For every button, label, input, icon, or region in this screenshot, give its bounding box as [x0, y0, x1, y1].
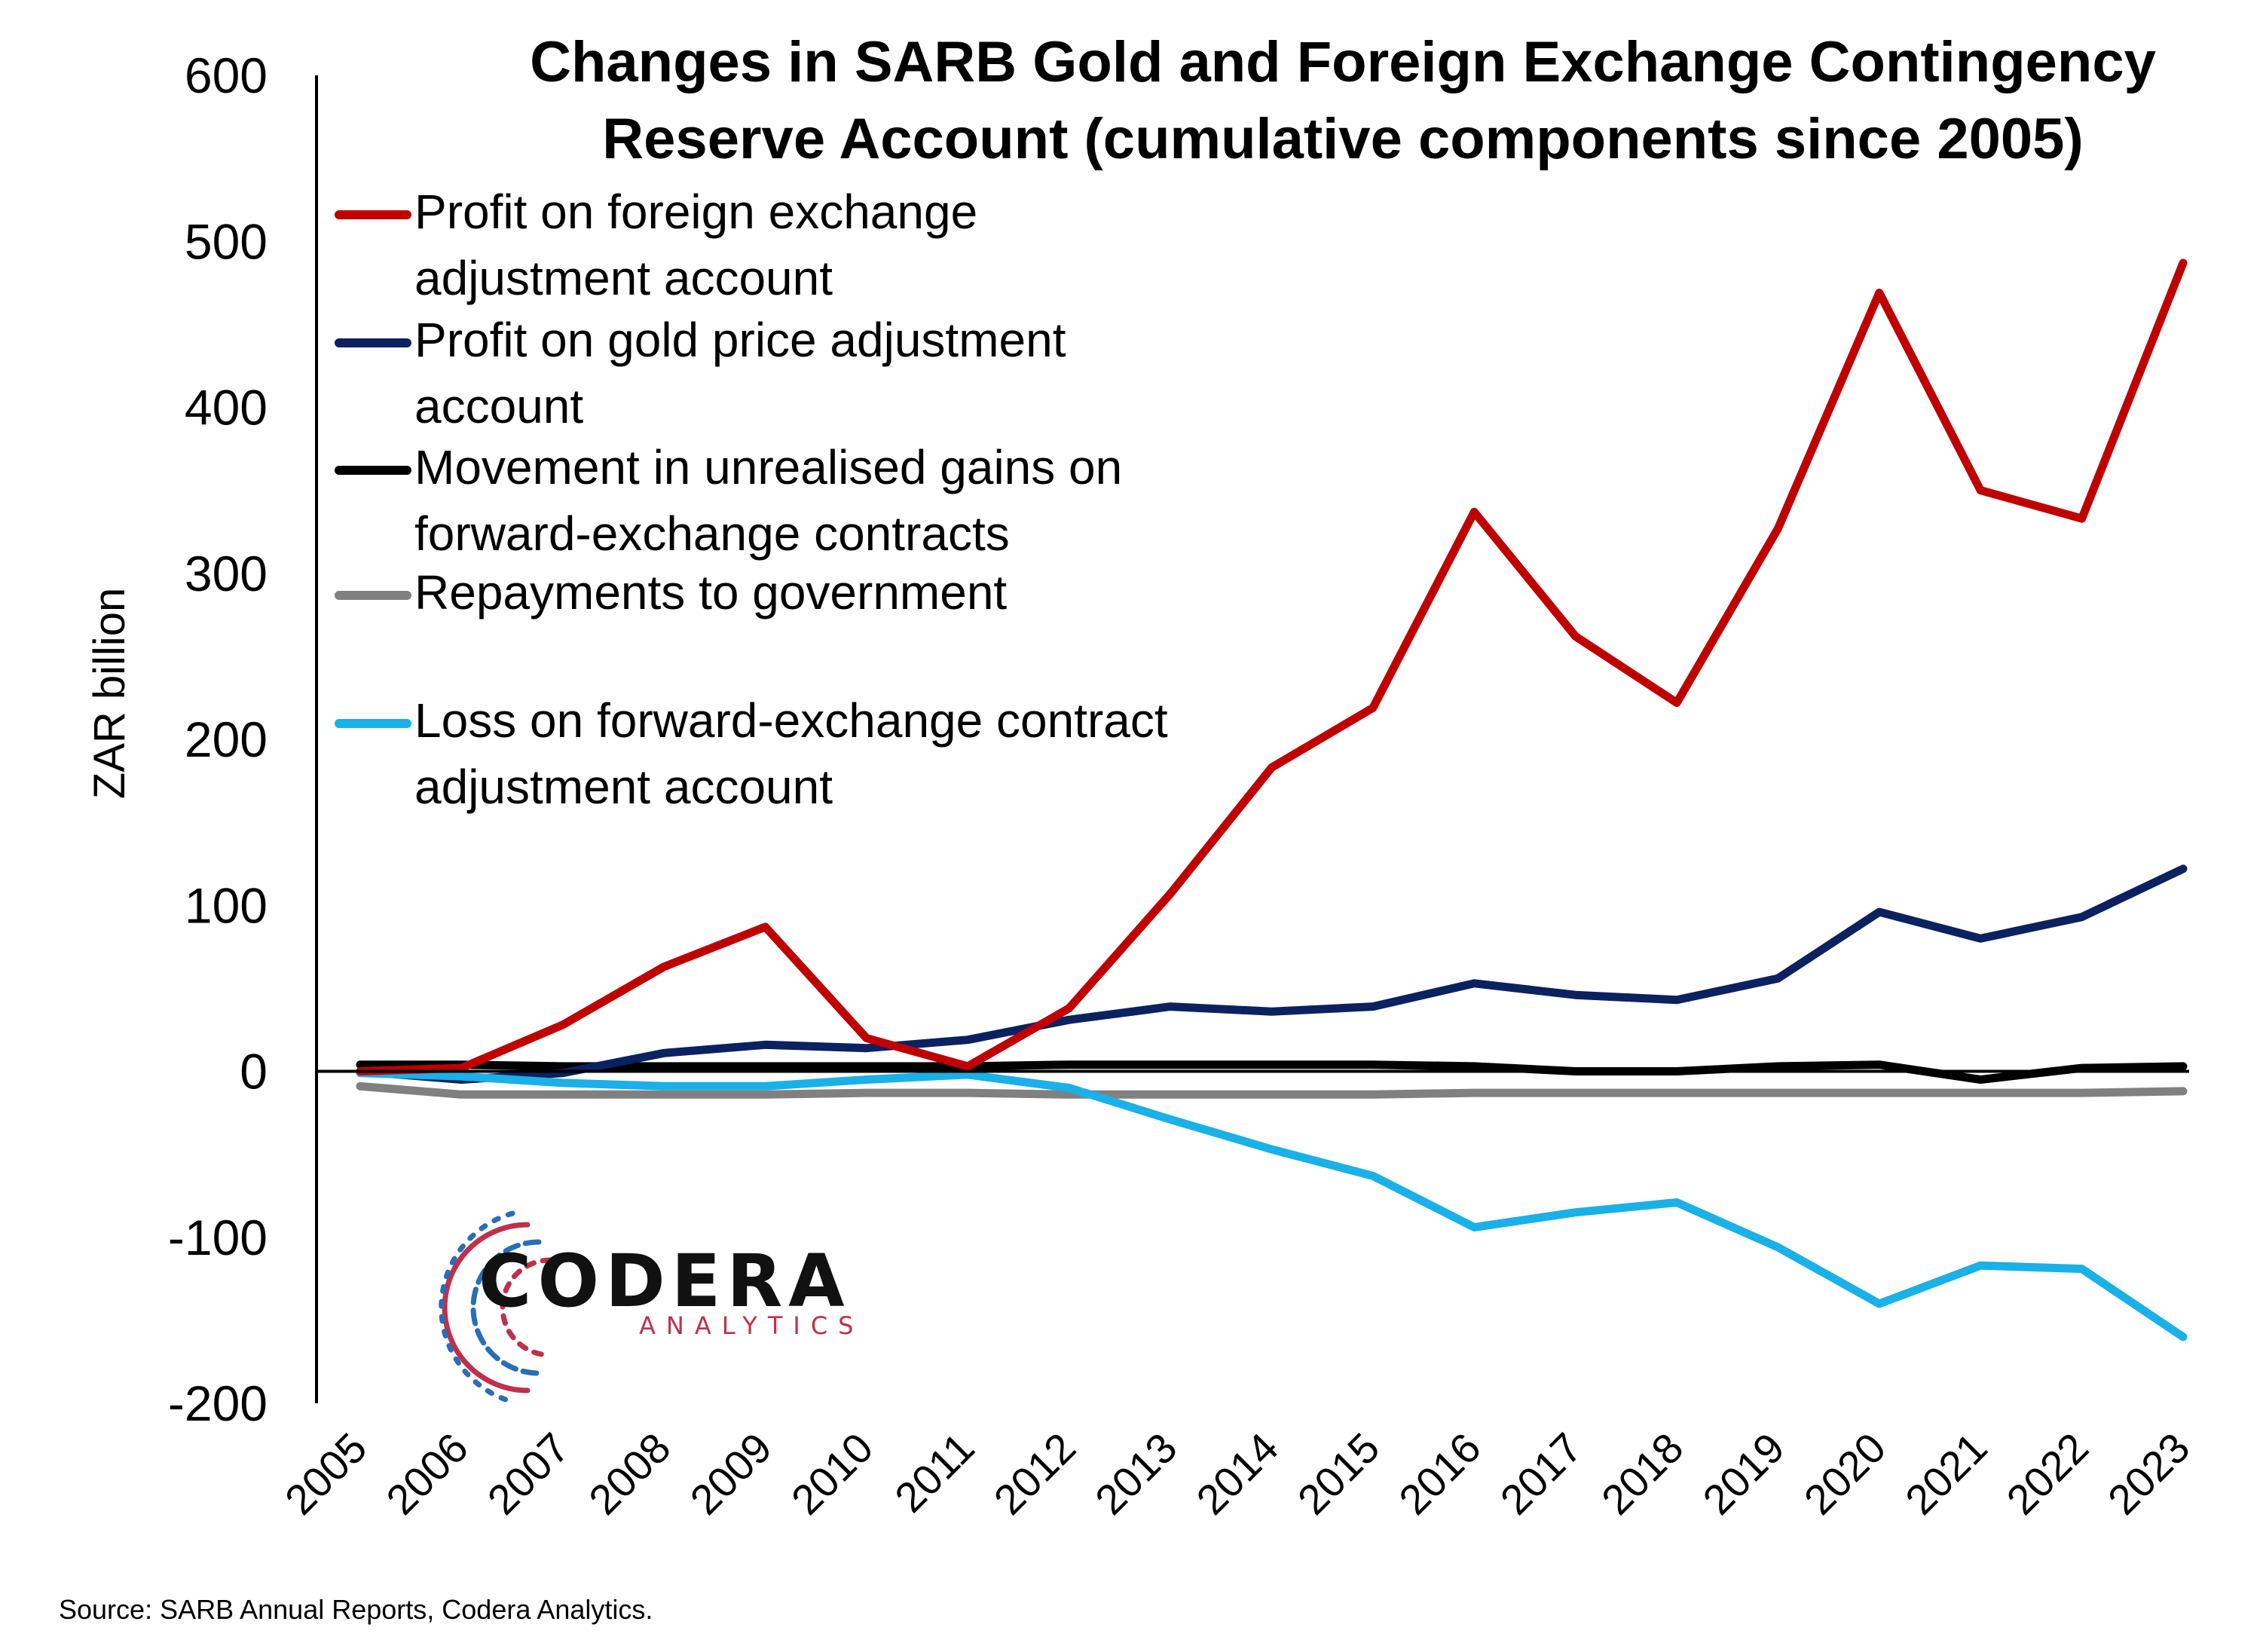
- legend-label: Profit on gold price adjustment: [414, 313, 1066, 367]
- x-tick-label: 2007: [479, 1424, 579, 1524]
- x-tick-label: 2022: [1997, 1424, 2097, 1524]
- y-tick-label: -100: [168, 1210, 268, 1265]
- series-line-unrealised: [356, 1060, 2188, 1084]
- x-tick-label: 2005: [276, 1424, 376, 1524]
- x-tick-label: 2013: [1086, 1424, 1186, 1524]
- y-tick-label: 200: [185, 711, 268, 767]
- legend-label: Profit on foreign exchange: [414, 185, 977, 239]
- y-axis-label: ZAR billion: [85, 588, 134, 799]
- legend-item-loss-fec: Loss on forward-exchange contract adjustm…: [335, 693, 1168, 814]
- legend: Profit on foreign exchange adjustment acc…: [335, 185, 1168, 814]
- legend-label: adjustment account: [414, 760, 833, 814]
- legend-label: Loss on forward-exchange contract: [414, 693, 1168, 748]
- x-tick-label: 2020: [1795, 1424, 1895, 1524]
- y-tick-label: 100: [185, 877, 268, 933]
- y-tick-label: 600: [185, 47, 268, 103]
- x-tick-label: 2017: [1491, 1424, 1592, 1524]
- legend-label: account: [414, 379, 583, 433]
- series-lines: [356, 259, 2188, 1341]
- x-tick-label: 2014: [1187, 1424, 1287, 1524]
- x-axis-ticks: 2005 2006 2007 2008 2009 2010 2011 2012 2013 2014…: [276, 1424, 2199, 1524]
- source-note: Source: SARB Annual Reports, Codera Anal…: [59, 1594, 653, 1625]
- series-line-loss-fec: [356, 1069, 2188, 1341]
- chart-title-line-2: Reserve Account (cumulative components s…: [602, 107, 2083, 171]
- x-tick-label: 2015: [1289, 1424, 1389, 1524]
- series-line-profit-gold: [356, 864, 2188, 1084]
- x-tick-label: 2009: [680, 1424, 781, 1524]
- series-line-repayments: [356, 1081, 2188, 1099]
- x-tick-label: 2021: [1896, 1424, 1996, 1524]
- legend-label: Movement in unrealised gains on: [414, 440, 1122, 494]
- x-tick-label: 2019: [1693, 1424, 1794, 1524]
- legend-label: Repayments to government: [414, 565, 1007, 620]
- codera-logo-mark: [439, 1210, 553, 1405]
- codera-logo: CODERA ANALYTICS: [439, 1210, 864, 1405]
- y-tick-label: 400: [185, 380, 268, 436]
- legend-item-unrealised: Movement in unrealised gains on forward-e…: [335, 440, 1122, 561]
- legend-label: forward-exchange contracts: [414, 506, 1010, 561]
- y-tick-label: 500: [185, 213, 268, 269]
- legend-item-profit-gold: Profit on gold price adjustment account: [335, 313, 1066, 433]
- x-tick-label: 2006: [377, 1424, 477, 1524]
- x-tick-label: 2011: [885, 1424, 983, 1522]
- legend-label: adjustment account: [414, 251, 833, 305]
- series-line-profit-fx: [356, 259, 2188, 1075]
- x-tick-label: 2008: [580, 1424, 680, 1524]
- x-tick-label: 2018: [1592, 1424, 1693, 1524]
- y-axis-ticks: 600 500 400 300 200 100 0 -100 -200: [168, 47, 268, 1431]
- legend-item-repayments: Repayments to government: [335, 565, 1007, 620]
- logo-sub-text: ANALYTICS: [639, 1311, 864, 1340]
- x-tick-label: 2012: [985, 1424, 1085, 1524]
- y-tick-label: 300: [185, 546, 268, 601]
- x-tick-label: 2010: [782, 1424, 882, 1524]
- logo-main-text: CODERA: [479, 1239, 851, 1323]
- y-tick-label: -200: [168, 1375, 268, 1431]
- x-tick-label: 2023: [2099, 1424, 2199, 1524]
- x-tick-label: 2016: [1390, 1424, 1490, 1524]
- legend-item-profit-fx: Profit on foreign exchange adjustment acc…: [335, 185, 977, 305]
- chart-title-line-1: Changes in SARB Gold and Foreign Exchang…: [530, 30, 2156, 94]
- chart-title: Changes in SARB Gold and Foreign Exchang…: [530, 30, 2156, 171]
- y-tick-label: 0: [240, 1044, 268, 1100]
